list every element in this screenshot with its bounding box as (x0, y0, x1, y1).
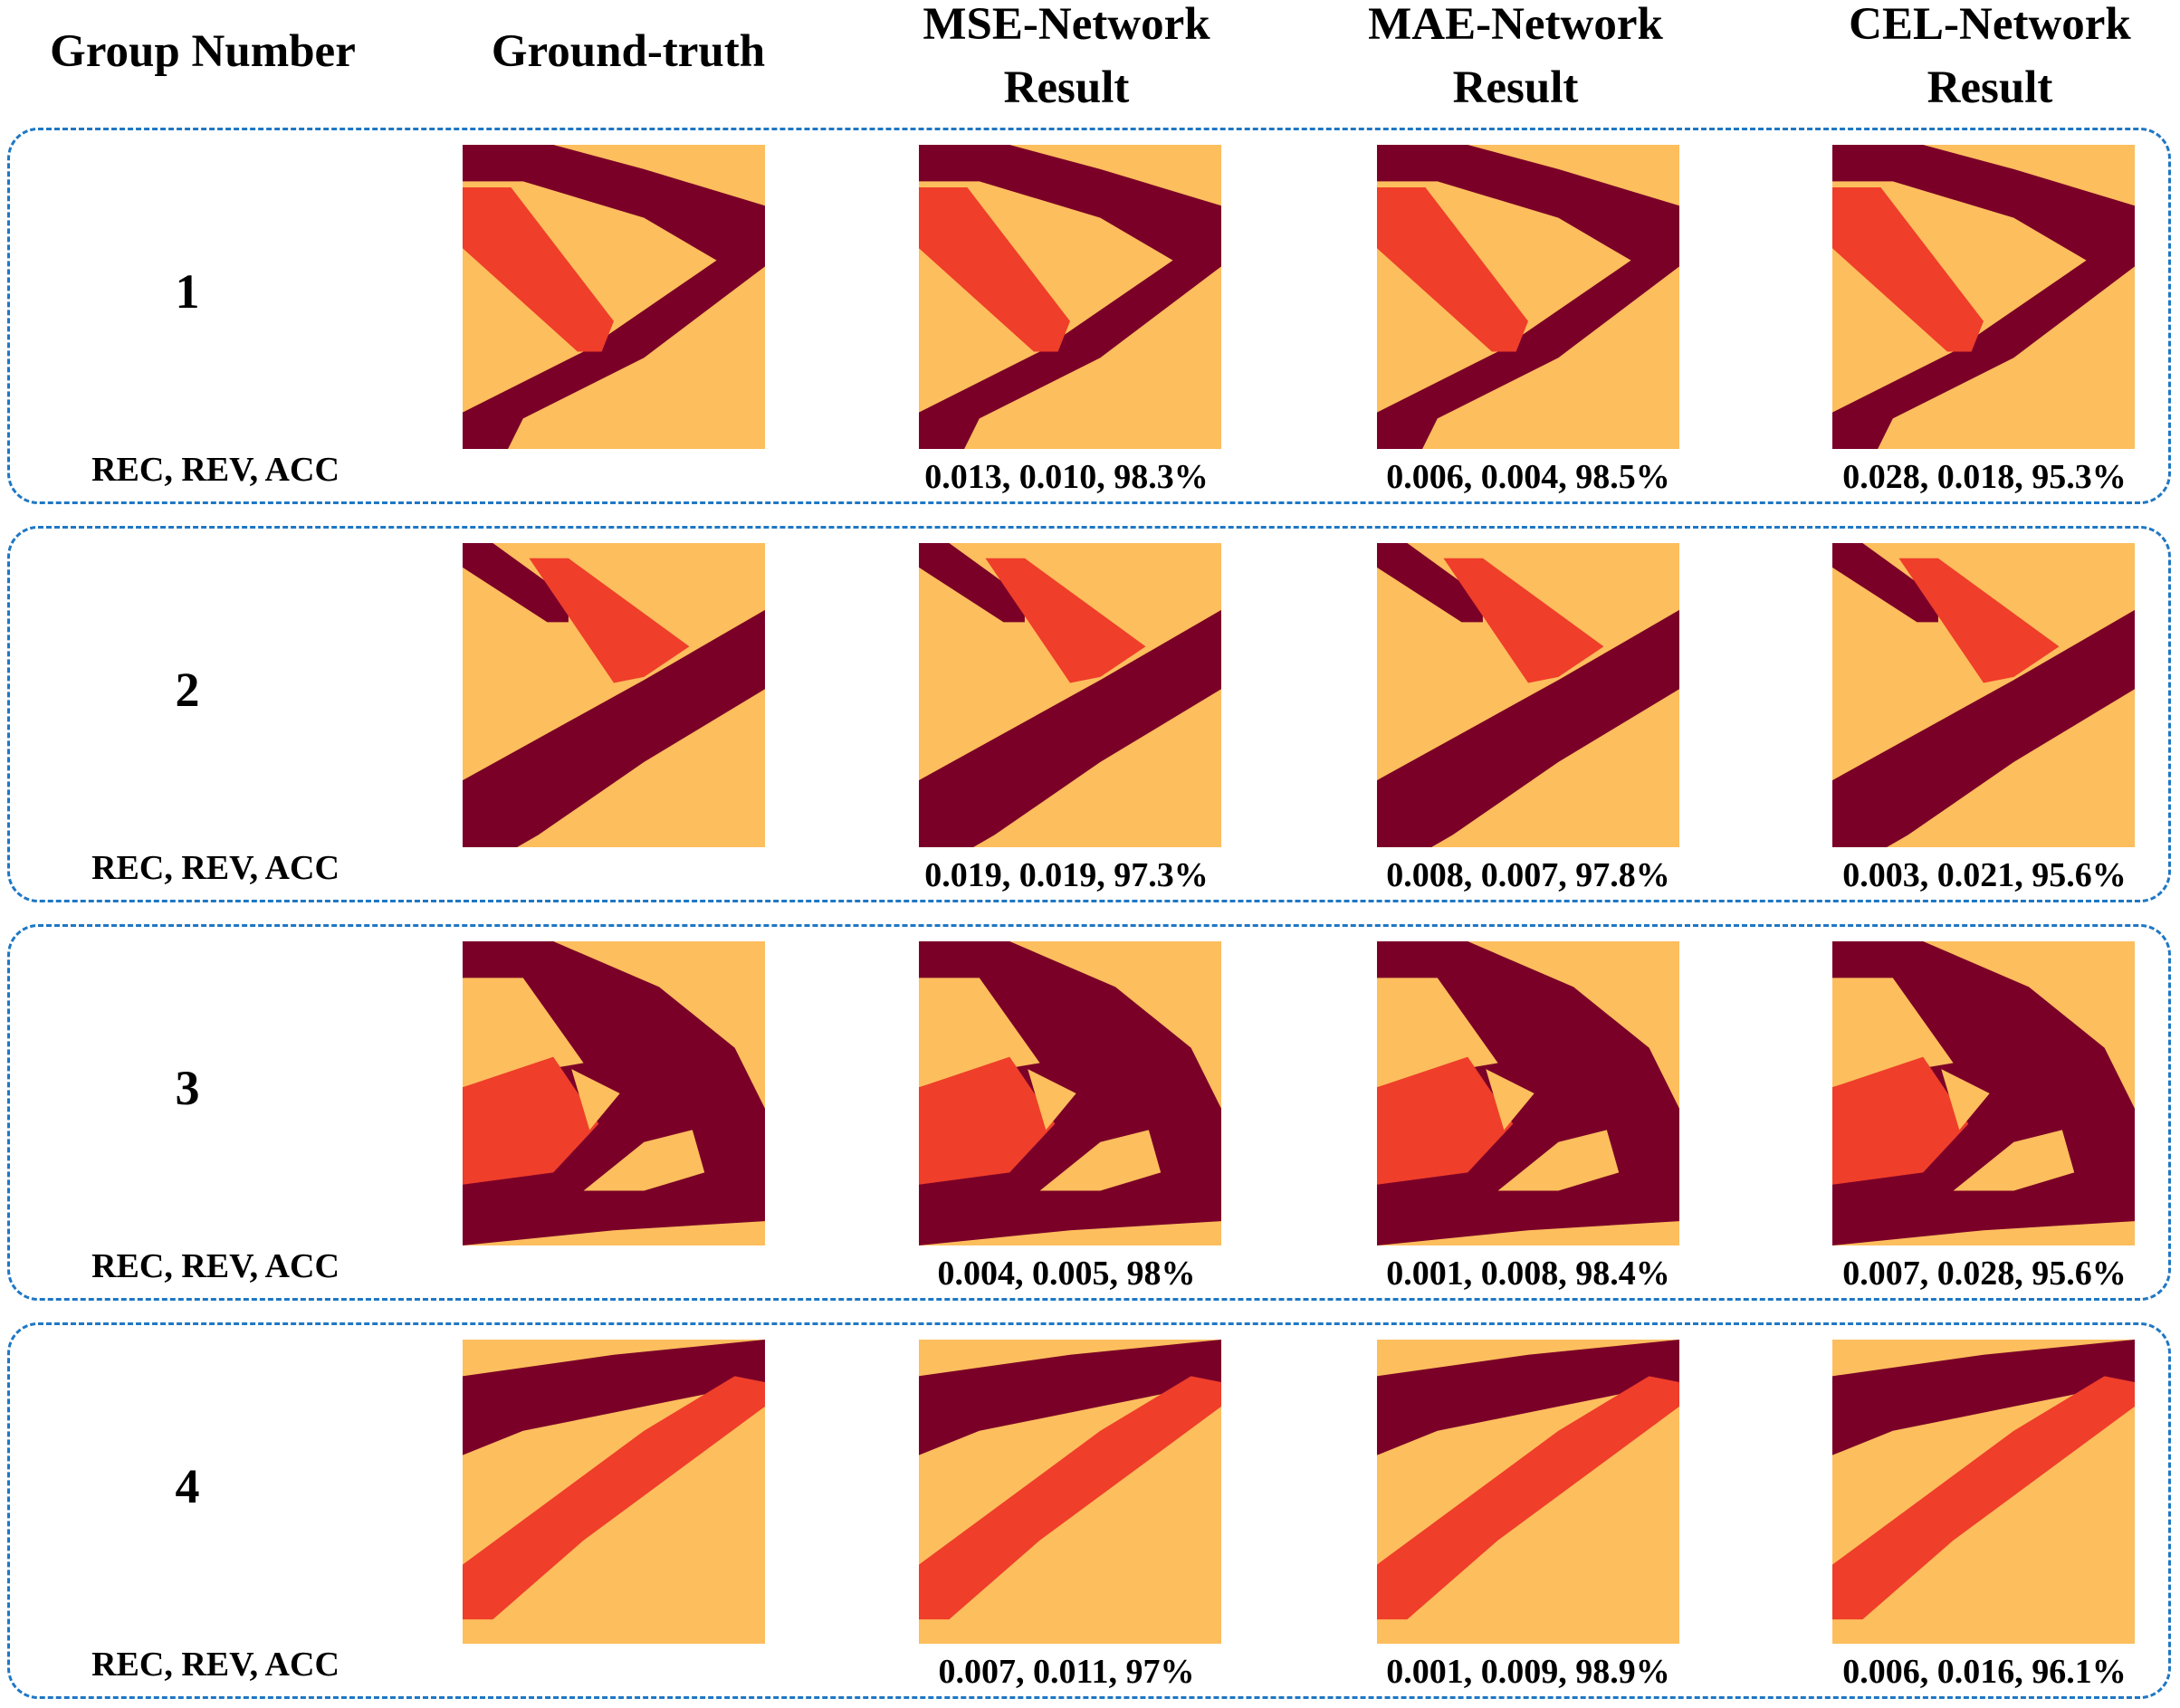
metrics-mse: 0.013, 0.010, 98.3% (924, 458, 1209, 496)
metric-label: REC, REV, ACC (91, 1646, 339, 1684)
metrics-mae: 0.006, 0.004, 98.5% (1386, 458, 1670, 496)
topology-image-mae (1377, 1340, 1679, 1644)
topology-image-mae (1377, 145, 1679, 449)
topology-image-cel (1832, 145, 2135, 449)
topology-image-mse (919, 1340, 1221, 1644)
header-cel-line2: Result (1927, 62, 2053, 113)
header-cel: CEL-Network Result (1782, 0, 2180, 119)
header-mae-line2: Result (1452, 62, 1579, 113)
metrics-mse: 0.004, 0.005, 98% (937, 1255, 1196, 1293)
metrics-mae: 0.001, 0.008, 98.4% (1386, 1255, 1670, 1293)
metrics-cel: 0.007, 0.028, 95.6% (1842, 1255, 2127, 1293)
topology-image-mae (1377, 543, 1679, 847)
topology-image-mae (1377, 941, 1679, 1245)
topology-image-mse (919, 941, 1221, 1245)
topology-image-mse (919, 145, 1221, 449)
topology-image-gt (463, 941, 765, 1245)
header-mae-line1: MAE-Network (1368, 0, 1663, 50)
metrics-mse: 0.019, 0.019, 97.3% (924, 856, 1209, 894)
topology-image-gt (463, 1340, 765, 1644)
group-box (7, 924, 2171, 1301)
metrics-mse: 0.007, 0.011, 97% (938, 1653, 1195, 1691)
group-number: 3 (175, 1061, 200, 1115)
topology-image-cel (1832, 543, 2135, 847)
metrics-mae: 0.001, 0.009, 98.9% (1386, 1653, 1670, 1691)
group-box (7, 1322, 2171, 1699)
metrics-cel: 0.003, 0.021, 95.6% (1842, 856, 2127, 894)
header-group-number: Group Number (50, 26, 356, 77)
topology-image-mse (919, 543, 1221, 847)
group-number: 4 (175, 1459, 200, 1513)
metric-label: REC, REV, ACC (91, 451, 339, 489)
group-number: 2 (175, 663, 200, 717)
header-cel-line1: CEL-Network (1849, 0, 2131, 50)
header-mae: MAE-Network Result (1307, 0, 1724, 119)
group-box (7, 526, 2171, 902)
metric-label: REC, REV, ACC (91, 1247, 339, 1285)
header-mse: MSE-Network Result (858, 0, 1275, 119)
metrics-cel: 0.028, 0.018, 95.3% (1842, 458, 2127, 496)
header-ground-truth: Ground-truth (491, 26, 766, 77)
metric-label: REC, REV, ACC (91, 849, 339, 887)
metrics-cel: 0.006, 0.016, 96.1% (1842, 1653, 2127, 1691)
group-number: 1 (175, 264, 200, 319)
metrics-mae: 0.008, 0.007, 97.8% (1386, 856, 1670, 894)
header-mse-line2: Result (1003, 62, 1130, 113)
group-box (7, 128, 2171, 504)
topology-image-cel (1832, 1340, 2135, 1644)
topology-image-cel (1832, 941, 2135, 1245)
topology-image-gt (463, 543, 765, 847)
header-mse-line1: MSE-Network (923, 0, 1210, 50)
topology-image-gt (463, 145, 765, 449)
